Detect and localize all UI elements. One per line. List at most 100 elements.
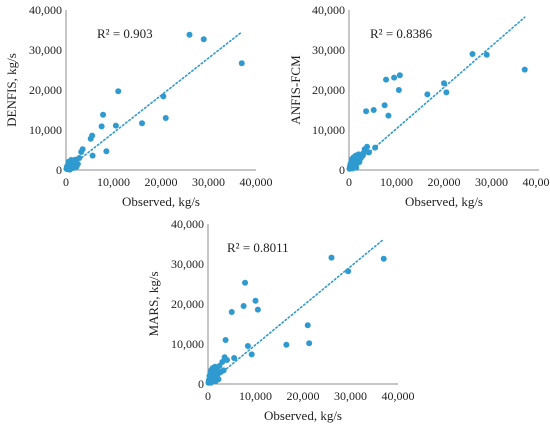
trendline xyxy=(65,31,243,171)
data-point xyxy=(238,60,245,67)
data-point xyxy=(396,72,403,79)
y-tick-label: 0 xyxy=(339,163,345,177)
y-tick-label: 40,000 xyxy=(171,217,204,231)
data-point xyxy=(328,254,335,261)
trendline xyxy=(207,238,385,385)
data-point xyxy=(103,148,110,155)
y-tick-label: 0 xyxy=(198,377,204,391)
data-point xyxy=(385,112,392,119)
data-point xyxy=(469,51,476,57)
data-point xyxy=(443,89,450,96)
y-tick-label: 10,000 xyxy=(171,337,204,351)
x-axis-title: Observed, kg/s xyxy=(264,408,342,423)
y-axis-title: MARS, kg/s xyxy=(146,271,161,336)
y-axis-title: ANFIS-FCM xyxy=(288,55,303,125)
y-tick-label: 20,000 xyxy=(312,83,345,97)
data-point xyxy=(222,337,229,343)
y-tick-label: 40,000 xyxy=(312,3,345,17)
data-point xyxy=(345,268,352,275)
data-point xyxy=(112,122,119,129)
x-axis-title: Observed, kg/s xyxy=(405,194,483,209)
y-tick-label: 0 xyxy=(56,163,62,177)
x-tick-label: 10,000 xyxy=(380,175,413,189)
x-tick-label: 0 xyxy=(205,389,211,403)
r-squared-label: R² = 0.903 xyxy=(97,26,153,41)
x-tick-label: 40,000 xyxy=(523,175,550,189)
data-point xyxy=(483,51,490,58)
data-point xyxy=(244,343,251,349)
x-tick-label: 10,000 xyxy=(97,175,130,189)
x-tick-label: 40,000 xyxy=(240,175,273,189)
data-point xyxy=(224,357,230,363)
data-point xyxy=(381,102,388,109)
y-axis-title: DENFIS, kg/s xyxy=(4,53,19,127)
data-point xyxy=(304,322,311,329)
y-tick-label: 30,000 xyxy=(171,257,204,271)
data-point xyxy=(162,115,169,121)
x-tick-label: 40,000 xyxy=(382,389,415,403)
data-point xyxy=(200,36,207,43)
data-point xyxy=(365,149,372,156)
y-tick-label: 30,000 xyxy=(29,43,62,57)
x-tick-label: 30,000 xyxy=(475,175,508,189)
x-tick-label: 20,000 xyxy=(287,389,320,403)
data-point xyxy=(363,108,370,115)
data-point xyxy=(391,74,398,81)
r-squared-label: R² = 0.8386 xyxy=(370,26,433,41)
x-tick-label: 10,000 xyxy=(239,389,272,403)
data-point xyxy=(74,161,81,167)
scatter-panel-2: 0 10,000 20,000 30,000 40,000 0 10,000 20,000 30… xyxy=(288,3,550,209)
data-point xyxy=(139,120,145,127)
r-squared-label: R² = 0.8011 xyxy=(227,240,289,255)
data-point xyxy=(186,31,193,38)
data-point xyxy=(441,80,447,87)
data-point xyxy=(76,155,83,161)
data-point xyxy=(98,123,105,130)
data-point xyxy=(372,144,379,151)
x-tick-label: 20,000 xyxy=(145,175,178,189)
data-point xyxy=(219,359,226,365)
y-tick-label: 10,000 xyxy=(312,123,345,137)
y-tick-label: 20,000 xyxy=(171,297,204,311)
data-point xyxy=(395,87,402,93)
y-tick-label: 10,000 xyxy=(29,123,62,137)
data-point xyxy=(370,107,377,113)
data-point xyxy=(364,143,371,150)
data-point xyxy=(228,309,235,315)
data-point xyxy=(306,340,313,347)
data-point xyxy=(89,152,96,159)
data-point xyxy=(79,146,86,153)
data-point xyxy=(521,66,528,73)
data-point xyxy=(100,111,107,118)
x-tick-label: 30,000 xyxy=(334,389,367,403)
x-axis-title: Observed, kg/s xyxy=(122,194,200,209)
data-point xyxy=(283,341,290,348)
data-point xyxy=(66,166,73,173)
data-point xyxy=(207,379,214,386)
x-tick-label: 0 xyxy=(63,175,69,189)
data-point xyxy=(252,297,259,304)
data-point xyxy=(353,164,360,171)
data-point xyxy=(348,165,355,172)
scatter-panel-1: 0 10,000 20,000 30,000 40,000 0 10,000 20,000 30… xyxy=(4,3,273,209)
data-point xyxy=(231,355,238,361)
data-point xyxy=(89,132,96,139)
trendline xyxy=(348,16,526,171)
data-point xyxy=(215,376,222,383)
data-point xyxy=(254,306,261,313)
x-tick-label: 0 xyxy=(346,175,352,189)
data-point xyxy=(160,93,167,100)
data-point xyxy=(115,88,122,95)
y-tick-label: 30,000 xyxy=(312,43,345,57)
data-point xyxy=(242,279,249,286)
y-tick-label: 40,000 xyxy=(29,3,62,17)
data-point xyxy=(383,76,390,83)
data-point xyxy=(220,367,227,374)
data-point xyxy=(248,351,255,358)
data-point xyxy=(380,255,387,262)
scatter-panel-3: 0 10,000 20,000 30,000 40,000 0 10,000 20,000 30… xyxy=(146,217,415,423)
x-tick-label: 20,000 xyxy=(428,175,461,189)
y-tick-label: 20,000 xyxy=(29,83,62,97)
x-tick-label: 30,000 xyxy=(192,175,225,189)
